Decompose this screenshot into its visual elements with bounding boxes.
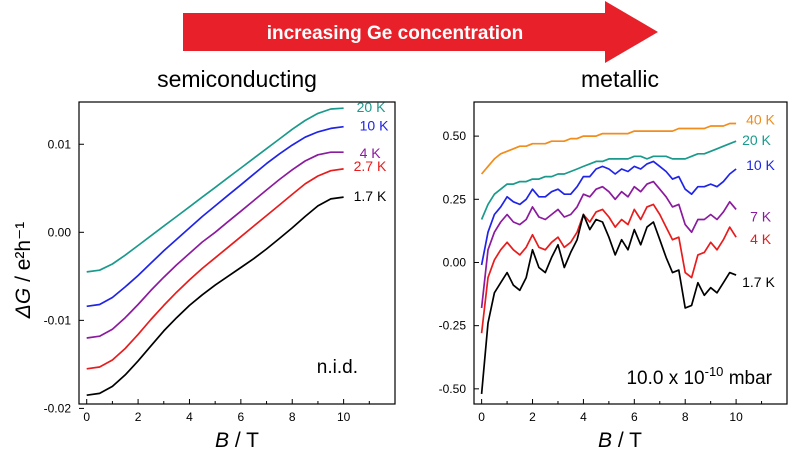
y-tick-label: 0.00 — [443, 255, 467, 269]
series-line-2-7K — [86, 168, 344, 370]
y-axis-label: ΔG / e²h⁻¹ — [12, 222, 35, 319]
series-label: 40 K — [746, 111, 775, 127]
x-tick-label: 2 — [135, 410, 142, 424]
panel-metallic: 0 2 4 6 8 10 -0.50 -0.25 0.00 0.25 0.50 40 K 20 K 10 … — [439, 101, 788, 424]
y-tick-label: -0.02 — [44, 401, 72, 415]
series-label: 4 K — [750, 231, 772, 247]
series-label: 2.7 K — [354, 158, 387, 174]
y-tick-label: -0.50 — [439, 382, 467, 396]
series-line-10K — [480, 160, 737, 266]
x-axis-label-left: B / T — [215, 429, 259, 452]
series-line-1-7K — [480, 213, 737, 394]
series-line-40K — [480, 122, 737, 175]
x-tick-label: 10 — [337, 410, 351, 424]
nid-annotation: n.i.d. — [317, 357, 358, 378]
series-label: 1.7 K — [354, 188, 387, 204]
y-tick-label: 0.00 — [48, 225, 72, 239]
x-tick-label: 4 — [186, 410, 193, 424]
series-label: 10 K — [360, 118, 389, 134]
panel-title-metallic: metallic — [581, 66, 659, 92]
x-axis-label-right: B / T — [598, 429, 642, 452]
x-tick-label: 0 — [478, 410, 485, 424]
x-tick-label: 6 — [631, 410, 638, 424]
arrow-label: increasing Ge concentration — [267, 23, 524, 44]
series-label: 20 K — [357, 99, 386, 115]
panel-semiconducting: 0 2 4 6 8 10 -0.02 -0.01 0.00 0.01 20 K 10 K 4 K2.7 … — [44, 99, 396, 424]
series-label: 20 K — [742, 132, 771, 148]
series-label: 10 K — [746, 157, 775, 173]
pressure-annotation: 10.0 x 10-10 mbar — [626, 364, 772, 389]
plot-frame — [78, 101, 396, 405]
series-line-7K — [480, 180, 737, 309]
panel-title-semiconducting: semiconducting — [157, 66, 317, 92]
series-line-20K — [480, 140, 737, 220]
y-tick-label: 0.01 — [48, 137, 72, 151]
x-tick-label: 6 — [238, 410, 245, 424]
x-tick-label: 0 — [83, 410, 90, 424]
y-tick-label: 0.25 — [443, 192, 467, 206]
series-line-4K — [480, 203, 737, 334]
series-label: 1.7 K — [742, 274, 775, 290]
plot-frame — [473, 101, 788, 405]
series-line-4K — [86, 151, 344, 339]
series-line-10K — [86, 125, 344, 308]
x-tick-label: 2 — [529, 410, 536, 424]
x-tick-label: 8 — [289, 410, 296, 424]
y-tick-label: -0.01 — [44, 313, 72, 327]
x-tick-label: 8 — [682, 410, 689, 424]
concentration-arrow: increasing Ge concentration — [183, 1, 658, 63]
series-label: 4 K — [360, 145, 382, 161]
x-tick-label: 10 — [729, 410, 743, 424]
y-tick-label: -0.25 — [439, 319, 467, 333]
y-tick-label: 0.50 — [443, 129, 467, 143]
series-label: 7 K — [750, 208, 772, 224]
x-tick-label: 4 — [580, 410, 587, 424]
series-line-20K — [86, 107, 344, 273]
series-line-1-7K — [86, 196, 344, 397]
